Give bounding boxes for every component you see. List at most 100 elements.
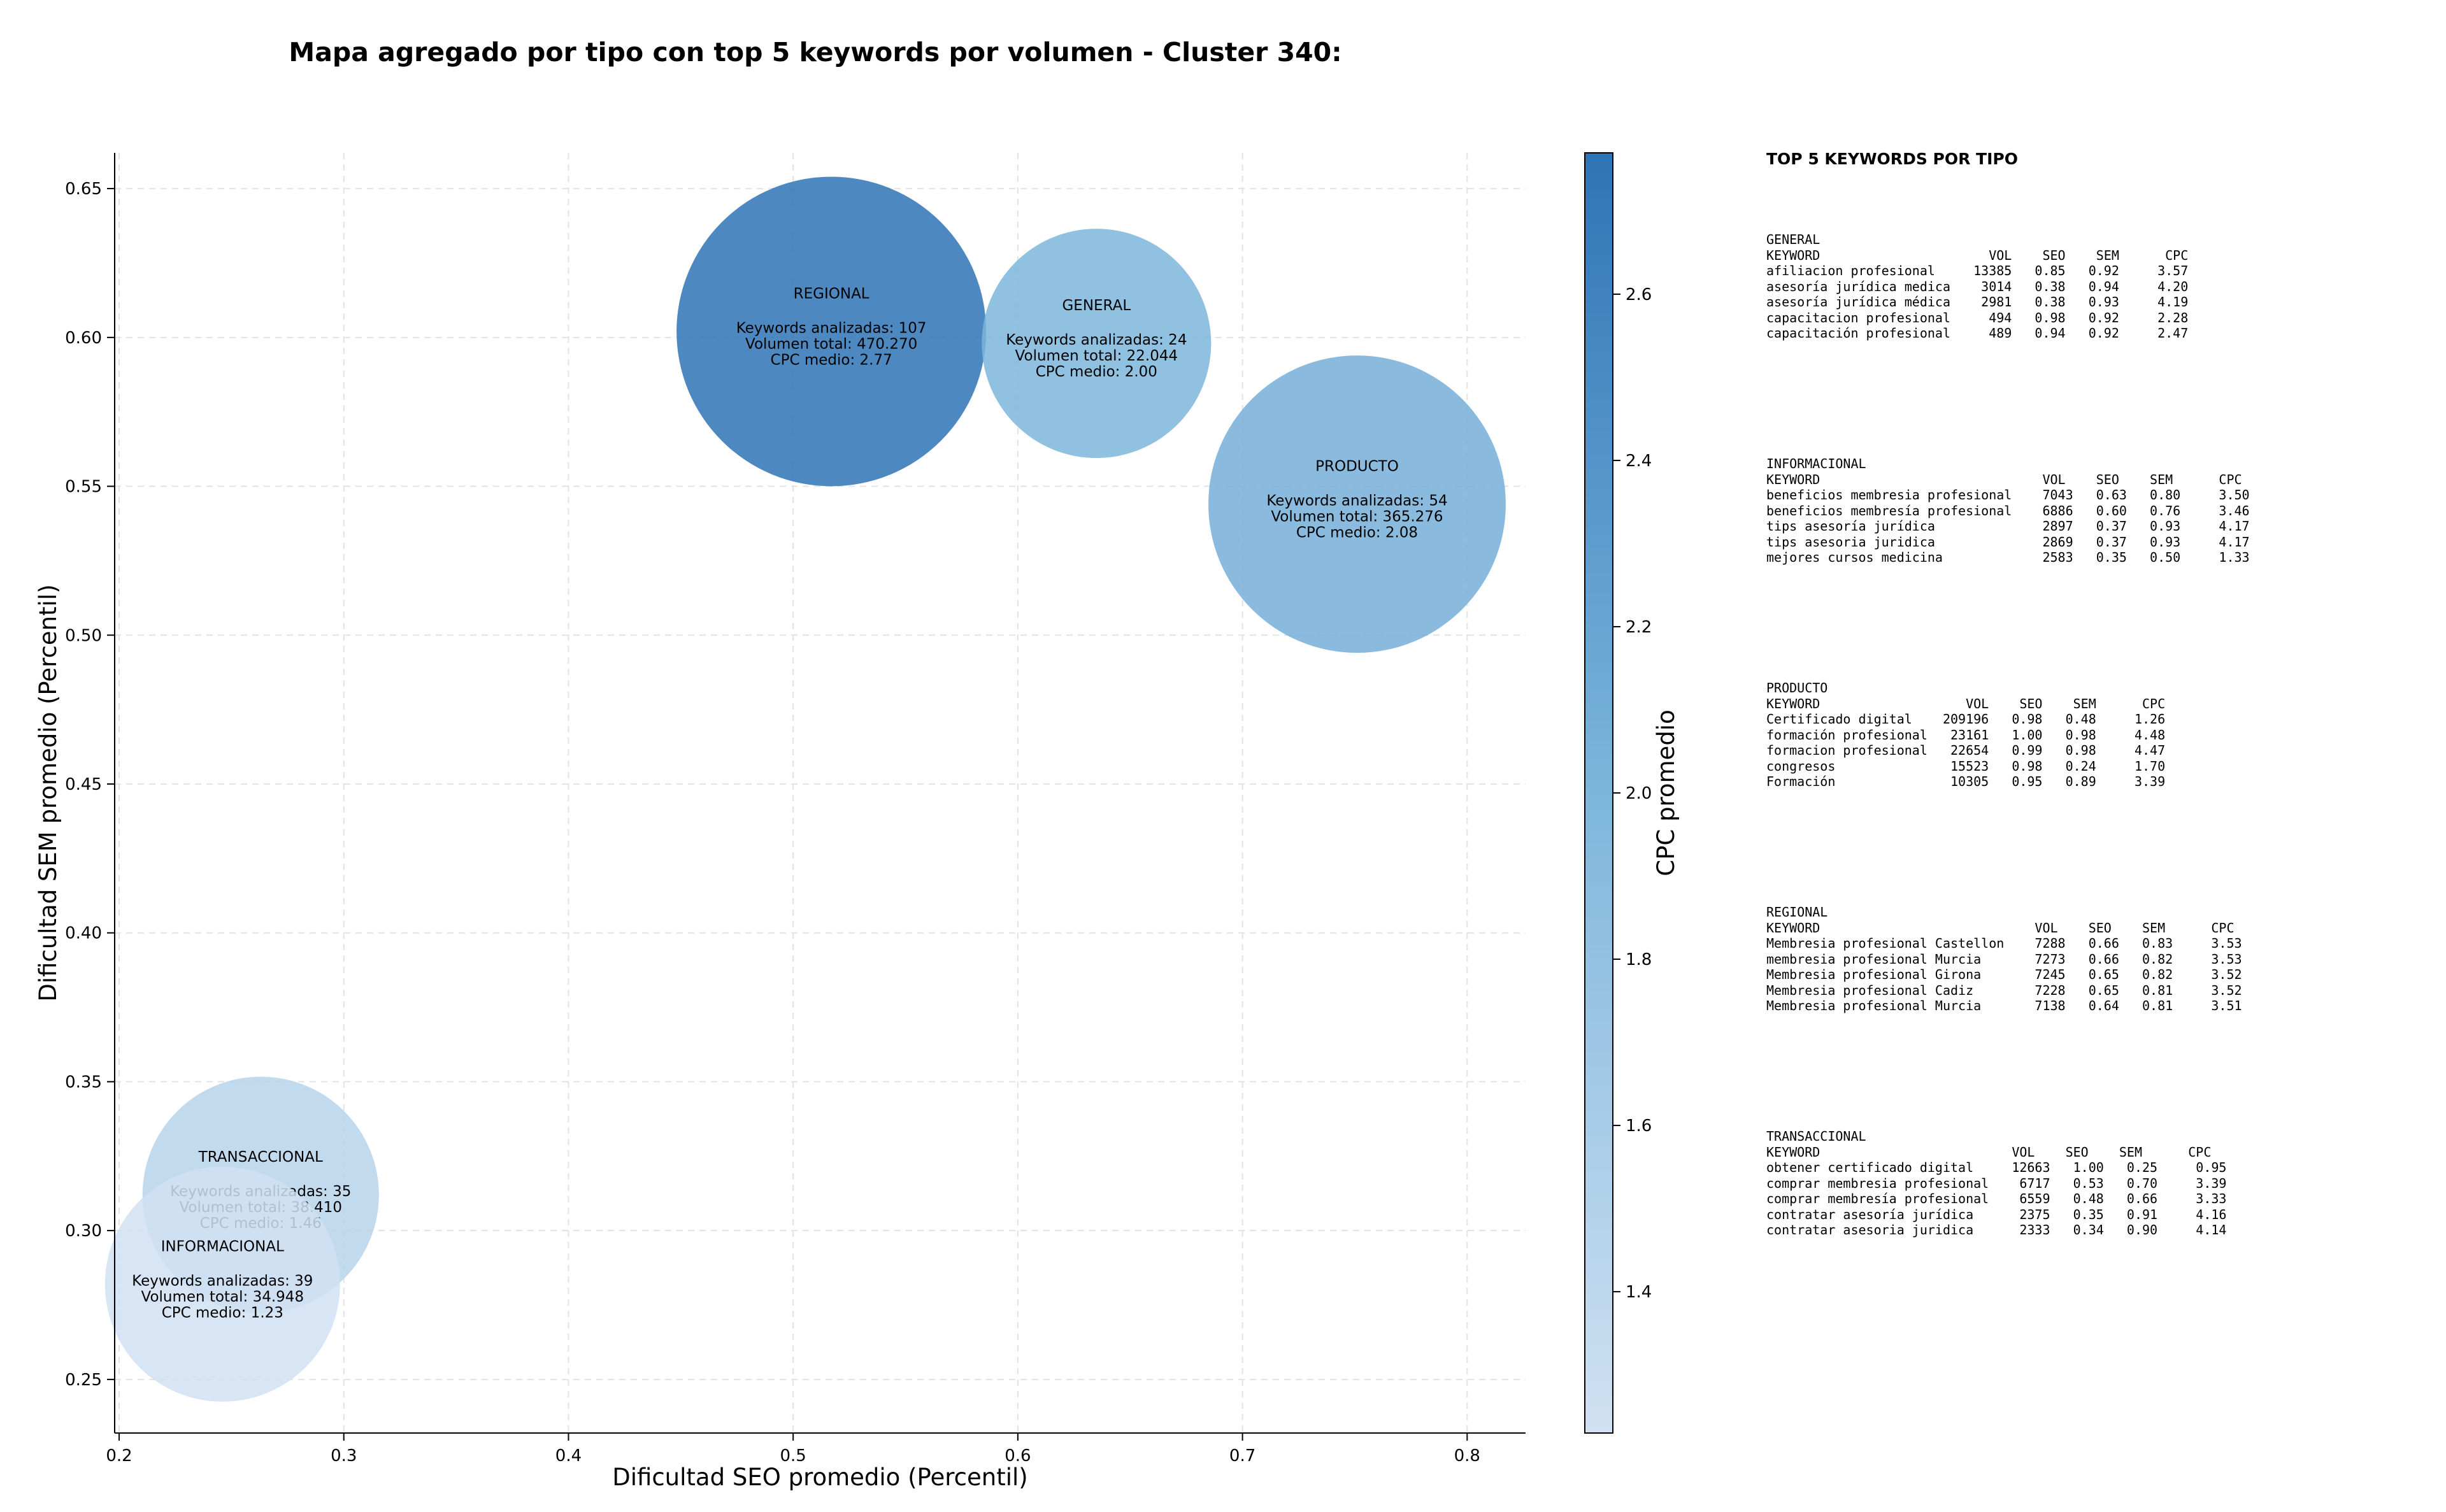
bubble-label-cpc: CPC medio: 1.23: [162, 1304, 283, 1321]
colorbar-tick-label: 1.6: [1626, 1116, 1652, 1136]
keyword-blocks: GENERAL KEYWORD VOL SEO SEM CPC afiliacion…: [1766, 232, 2429, 1353]
bubble-informacional: INFORMACIONAL Keywords analizadas: 39Volu…: [104, 1166, 340, 1402]
x-tick-label: 0.6: [1005, 1446, 1031, 1466]
y-tick-label: 0.65: [65, 180, 102, 199]
colorbar: 1.4 1.6 1.8 2.0 2.2 2.4 2.6 CPC promedio: [1584, 152, 1680, 1434]
bubble-label-volume: Volumen total: 22.044: [1015, 348, 1178, 364]
y-tick-label: 0.45: [65, 775, 102, 794]
bubble-label-volume: Volumen total: 34.948: [141, 1288, 304, 1305]
y-tick-label: 0.60: [65, 329, 102, 348]
axes: 0.2 0.3 0.4 0.5 0.6 0.7 0.8 0.25 0.30 0.35 0.40 0.4…: [34, 153, 1526, 1491]
bubble-label-cpc: CPC medio: 2.00: [1036, 364, 1157, 380]
bubble-label-volume: Volumen total: 470.270: [745, 336, 917, 352]
y-tick-label: 0.35: [65, 1073, 102, 1092]
colorbar-tick-label: 1.4: [1626, 1283, 1652, 1302]
y-tick-label: 0.40: [65, 924, 102, 943]
x-tick-label: 0.2: [106, 1446, 132, 1466]
keyword-row: beneficios membresía profesional 6886 0.…: [1766, 503, 2250, 518]
keyword-block-transaccional: TRANSACCIONAL KEYWORD VOL SEO SEM CPC obte…: [1766, 1129, 2429, 1353]
y-axis-label: Dificultad SEM promedio (Percentil): [34, 584, 62, 1001]
keyword-row: beneficios membresia profesional 7043 0.…: [1766, 487, 2250, 503]
keyword-row: capacitación profesional 489 0.94 0.92 2…: [1766, 325, 2189, 341]
keyword-row: Membresia profesional Murcia 7138 0.64 0…: [1766, 998, 2242, 1013]
keyword-block-name: PRODUCTO: [1766, 680, 1828, 695]
bubble-label-name: PRODUCTO: [1315, 459, 1399, 475]
colorbar-tick-label: 2.0: [1626, 784, 1652, 803]
keyword-table-header: KEYWORD VOL SEO SEM CPC: [1766, 1144, 2212, 1160]
keyword-block-general: GENERAL KEYWORD VOL SEO SEM CPC afiliacion…: [1766, 232, 2429, 456]
y-tick-label: 0.30: [65, 1222, 102, 1241]
keyword-table-header: KEYWORD VOL SEO SEM CPC: [1766, 920, 2235, 936]
keyword-row: obtener certificado digital 12663 1.00 0…: [1766, 1160, 2227, 1175]
keyword-table-header: KEYWORD VOL SEO SEM CPC: [1766, 471, 2242, 487]
colorbar-gradient: [1584, 152, 1613, 1434]
keyword-row: capacitacion profesional 494 0.98 0.92 2…: [1766, 310, 2189, 325]
bubble-label-keywords: Keywords analizadas: 107: [736, 320, 927, 336]
y-tick-label: 0.55: [65, 478, 102, 497]
keyword-row: tips asesoria juridica 2869 0.37 0.93 4.…: [1766, 534, 2250, 550]
colorbar-tick-label: 2.6: [1626, 285, 1652, 304]
keyword-row: Membresia profesional Girona 7245 0.65 0…: [1766, 967, 2242, 982]
colorbar-label: CPC promedio: [1652, 710, 1680, 876]
bubble-regional: REGIONAL Keywords analizadas: 107Volumen …: [676, 176, 987, 487]
bubble-label-keywords: Keywords analizadas: 39: [132, 1273, 313, 1289]
bubble-label-name: REGIONAL: [794, 285, 869, 302]
bubble-label-name: GENERAL: [1062, 297, 1131, 314]
keyword-row: Membresia profesional Castellon 7288 0.6…: [1766, 936, 2242, 951]
x-axis-label: Dificultad SEO promedio (Percentil): [612, 1464, 1027, 1491]
x-tick-label: 0.7: [1229, 1446, 1255, 1466]
keyword-table-header: KEYWORD VOL SEO SEM CPC: [1766, 695, 2166, 711]
keyword-row: asesoría jurídica médica 2981 0.38 0.93 …: [1766, 294, 2189, 310]
top-keywords-panel: TOP 5 KEYWORDS POR TIPO GENERAL KEYWORD V…: [1766, 150, 2429, 1353]
keyword-table-header: KEYWORD VOL SEO SEM CPC: [1766, 247, 2189, 263]
y-tick-label: 0.50: [65, 626, 102, 645]
keyword-row: asesoría jurídica medica 3014 0.38 0.94 …: [1766, 278, 2189, 294]
keyword-block-informacional: INFORMACIONAL KEYWORD VOL SEO SEM CPC bene…: [1766, 456, 2429, 680]
keyword-row: comprar membresia profesional 6717 0.53 …: [1766, 1175, 2227, 1191]
colorbar-tick-label: 2.2: [1626, 618, 1652, 637]
keyword-block-name: TRANSACCIONAL: [1766, 1129, 1866, 1144]
keyword-row: Membresia profesional Cadiz 7228 0.65 0.…: [1766, 982, 2242, 998]
bubble-label-keywords: Keywords analizadas: 54: [1266, 493, 1447, 510]
x-tick-label: 0.4: [555, 1446, 582, 1466]
keyword-row: comprar membresía profesional 6559 0.48 …: [1766, 1191, 2227, 1206]
keyword-block-name: GENERAL: [1766, 232, 1820, 247]
bubble-label-cpc: CPC medio: 2.08: [1296, 525, 1418, 541]
bubble-regional-circle: [676, 176, 987, 487]
bubble-label-volume: Volumen total: 365.276: [1271, 509, 1443, 525]
keyword-block-producto: PRODUCTO KEYWORD VOL SEO SEM CPC Certifica…: [1766, 680, 2429, 904]
top-keywords-title: TOP 5 KEYWORDS POR TIPO: [1766, 150, 2018, 168]
bubble-general-circle: [982, 229, 1212, 459]
bubble-label-cpc: CPC medio: 2.77: [771, 352, 892, 368]
keyword-block-name: INFORMACIONAL: [1766, 456, 1866, 471]
keyword-row: afiliacion profesional 13385 0.85 0.92 3…: [1766, 263, 2189, 278]
keyword-row: mejores cursos medicina 2583 0.35 0.50 1…: [1766, 550, 2250, 565]
chart-title: Mapa agregado por tipo con top 5 keyword…: [289, 37, 1342, 68]
bubble-label-keywords: Keywords analizadas: 24: [1006, 332, 1187, 348]
keyword-block-name: REGIONAL: [1766, 904, 1828, 920]
keyword-row: Formación 10305 0.95 0.89 3.39: [1766, 774, 2166, 789]
keyword-row: formacion profesional 22654 0.99 0.98 4.…: [1766, 743, 2166, 758]
keyword-row: tips asesoría jurídica 2897 0.37 0.93 4.…: [1766, 518, 2250, 534]
keyword-row: contratar asesoría jurídica 2375 0.35 0.…: [1766, 1206, 2227, 1222]
bubble-producto-circle: [1208, 355, 1506, 653]
colorbar-tick-label: 1.8: [1626, 950, 1652, 969]
x-tick-label: 0.5: [780, 1446, 806, 1466]
keyword-block-regional: REGIONAL KEYWORD VOL SEO SEM CPC Membresia…: [1766, 904, 2429, 1129]
bubble-informacional-circle: [104, 1166, 340, 1402]
keyword-row: Certificado digital 209196 0.98 0.48 1.2…: [1766, 711, 2166, 727]
bubble-label-name: TRANSACCIONAL: [198, 1149, 323, 1166]
x-tick-label: 0.8: [1454, 1446, 1480, 1466]
keyword-row: congresos 15523 0.98 0.24 1.70: [1766, 758, 2166, 774]
y-tick-label: 0.25: [65, 1371, 102, 1390]
keyword-row: contratar asesoria juridica 2333 0.34 0.…: [1766, 1222, 2227, 1237]
x-tick-label: 0.3: [331, 1446, 357, 1466]
keyword-row: formación profesional 23161 1.00 0.98 4.…: [1766, 727, 2166, 743]
bubble-label-name: INFORMACIONAL: [161, 1238, 284, 1255]
colorbar-tick-label: 2.4: [1626, 452, 1652, 471]
keyword-row: membresia profesional Murcia 7273 0.66 0…: [1766, 951, 2242, 967]
